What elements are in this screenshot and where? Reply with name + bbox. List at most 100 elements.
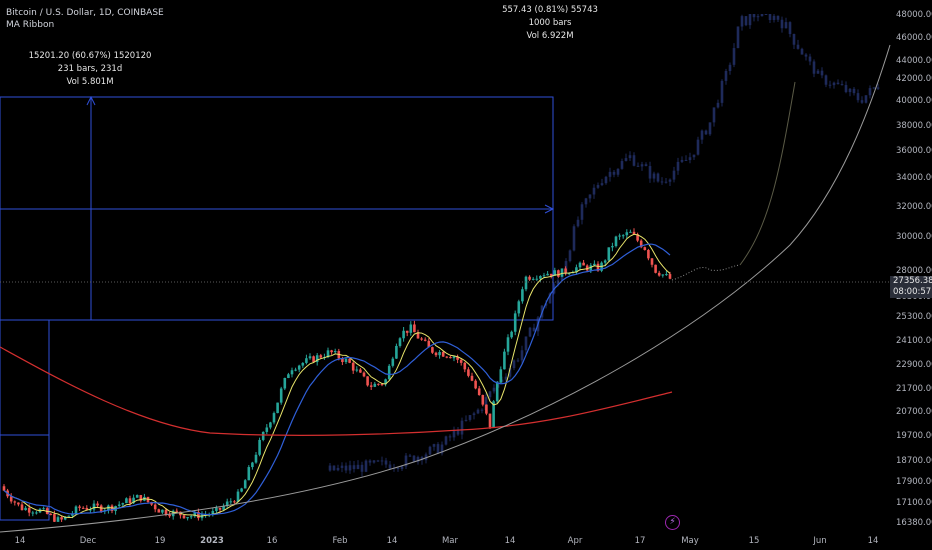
indicator-label[interactable]: MA Ribbon [6,20,55,30]
candle-body [60,517,63,520]
ghost-body [480,409,484,411]
candle-body [71,513,74,516]
measure-change: 15201.20 (60.67%) 1520120 [28,51,152,61]
candle-body [333,351,337,353]
candle-body [9,496,13,502]
ghost-body [688,157,692,161]
ghost-body [800,48,804,55]
candle-body [614,236,618,247]
price-tick-label: 18700.00 [896,456,932,466]
candle-body [445,356,449,358]
candle-body [222,505,225,510]
candle-body [650,258,654,265]
ghost-body [344,465,348,471]
candle-body [359,369,362,373]
ma-mid-line [3,243,671,516]
candle-body [625,232,629,236]
candle-body [661,274,665,276]
ghost-body [712,107,716,123]
candle-body [477,388,481,396]
candle-body [438,352,441,356]
time-tick-label: Jun [812,536,826,546]
candle-body [481,395,485,405]
candle-body [459,359,463,363]
ghost-body [644,164,648,167]
ghost-body [836,82,840,85]
ghost-body [664,181,668,183]
candle-body [665,274,668,276]
candle-body [355,369,359,371]
ghost-body [660,181,664,183]
ghost-body [812,61,816,74]
ghost-body [508,368,512,377]
candle-body [423,339,427,341]
candle-body [492,401,495,428]
candle-body [564,268,567,274]
chart-legend: Bitcoin / U.S. Dollar, 1D, COINBASE MA R… [6,7,164,31]
ghost-body [468,415,472,420]
price-scale[interactable]: 48000.00 46000.00 44000.00 42000.00 40000.00… [896,10,932,528]
candle-body [629,231,632,233]
candle-body [78,506,81,508]
candle-body [560,268,564,277]
candle-body [402,330,405,339]
ghost-body [720,80,724,103]
candle-body [225,501,229,506]
ghost-body [400,466,404,469]
ghost-body [452,430,456,438]
ghost-body [592,187,596,195]
ghost-body [640,164,644,167]
ghost-body [376,460,380,462]
ghost-body [692,154,696,158]
candle-body [186,517,189,519]
ghost-body [628,155,632,159]
time-axis[interactable]: 14 Dec 19 2023 16 Feb 14 Mar 14 Apr 17 May 15 Jun 14 [15,536,879,546]
price-tick-label: 28000.00 [896,266,932,276]
ghost-body [612,171,616,175]
candle-body [366,376,369,386]
candle-body [434,352,438,356]
ghost-body [576,219,580,227]
candle-body [193,511,197,517]
lightning-icon[interactable]: ⚡ [665,515,680,530]
candle-body [243,480,247,489]
candle-body [603,260,607,263]
time-tick-label: Dec [80,536,97,546]
price-tick-label: 16380.00 [896,518,932,528]
ghost-body [340,465,344,468]
price-tick-label: 21700.00 [896,384,932,394]
candle-body [531,278,535,280]
candle-body [503,351,506,370]
ghost-body [756,16,760,18]
symbol-title[interactable]: Bitcoin / U.S. Dollar, 1D, COINBASE [6,8,164,18]
candle-body [506,337,510,352]
price-tick-label: 44000.00 [896,56,932,66]
ghost-body [732,48,736,65]
candle-body [420,338,423,340]
candle-body [384,379,387,385]
ghost-body [832,82,836,86]
candle-body [657,272,661,276]
price-tick-label: 20700.00 [896,407,932,417]
candle-body [27,507,31,513]
ghost-projection [328,14,880,477]
candle-body [636,234,639,241]
time-tick-label: 17 [635,536,646,546]
candle-body [452,356,456,359]
candle-body [330,350,333,353]
ghost-body [828,84,832,86]
ma-fast-line [3,233,671,519]
candle-body [89,509,92,511]
ghost-body [764,14,768,15]
candle-body [449,357,452,359]
ghost-body [412,455,416,462]
measure-boxes [0,95,555,521]
candle-body [528,276,531,280]
ghost-body [568,250,572,262]
ghost-body [872,87,876,89]
candle-body [409,324,413,333]
ghost-body [424,454,428,461]
candle-body [125,498,128,504]
price-tick-label: 46000.00 [896,33,932,43]
